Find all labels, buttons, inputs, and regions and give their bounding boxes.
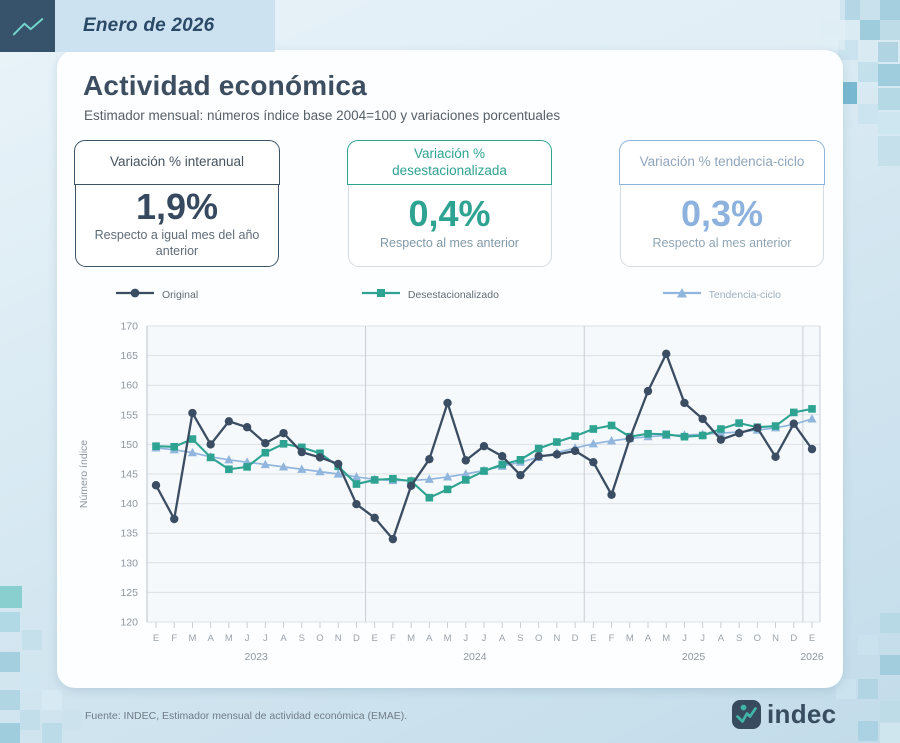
svg-text:A: A [426, 633, 433, 644]
svg-text:D: D [790, 633, 797, 644]
svg-text:J: J [700, 633, 705, 644]
stat-card-header: Variación % desestacionalizada [346, 140, 553, 186]
square-marker-icon [361, 286, 401, 304]
stat-card-desestacionalizada: Variación % desestacionalizada 0,4% Resp… [346, 140, 553, 267]
svg-text:140: 140 [120, 498, 138, 510]
indec-logo-text: indec [767, 699, 837, 729]
stat-value: 0,3% [680, 193, 764, 235]
stat-card-body: 0,3% Respecto al mes anterior [621, 185, 823, 266]
period-banner: Enero de 2026 [55, 0, 275, 52]
stat-card-header: Variación % tendencia-ciclo [619, 140, 825, 186]
svg-text:J: J [245, 633, 250, 644]
svg-text:S: S [517, 633, 523, 644]
svg-text:A: A [645, 633, 652, 644]
stat-caption: Respecto al mes anterior [380, 236, 519, 251]
svg-text:O: O [754, 633, 761, 644]
svg-text:M: M [444, 633, 452, 644]
svg-text:2024: 2024 [463, 651, 487, 663]
svg-text:A: A [207, 633, 214, 644]
svg-text:2023: 2023 [245, 651, 269, 663]
report-card: Actividad económica Estimador mensual: n… [57, 50, 843, 688]
svg-text:125: 125 [120, 587, 138, 599]
legend-item-original: Original [115, 286, 198, 304]
stat-value: 0,4% [408, 193, 491, 235]
svg-text:S: S [299, 633, 305, 644]
svg-text:F: F [609, 633, 615, 644]
svg-text:120: 120 [120, 617, 138, 629]
svg-text:2026: 2026 [800, 651, 824, 663]
svg-text:O: O [535, 633, 542, 644]
svg-text:J: J [463, 633, 468, 644]
svg-text:J: J [682, 633, 687, 644]
stat-card-body: 0,4% Respecto al mes anterior [349, 185, 551, 266]
svg-text:E: E [153, 633, 159, 644]
indec-logo-icon [732, 700, 761, 729]
svg-text:155: 155 [120, 409, 138, 421]
brand-corner-tile [0, 0, 55, 52]
stat-cards-row: Variación % interanual 1,9% Respecto a i… [74, 140, 825, 268]
svg-text:A: A [718, 633, 725, 644]
svg-text:E: E [809, 633, 815, 644]
legend-label: Original [162, 289, 199, 301]
svg-text:M: M [188, 633, 196, 644]
svg-text:M: M [662, 633, 670, 644]
svg-text:S: S [736, 633, 742, 644]
svg-text:F: F [171, 633, 177, 644]
indec-logo: indec [731, 699, 836, 730]
svg-text:F: F [390, 633, 396, 644]
svg-text:N: N [553, 633, 560, 644]
svg-text:N: N [772, 633, 779, 644]
svg-text:J: J [263, 633, 268, 644]
svg-text:D: D [572, 633, 579, 644]
svg-text:N: N [335, 633, 342, 644]
svg-text:D: D [353, 633, 360, 644]
svg-text:160: 160 [120, 380, 138, 392]
top-background-strip [275, 0, 845, 50]
legend-label: Desestacionalizado [407, 289, 499, 301]
circle-marker-icon [115, 286, 155, 304]
svg-text:130: 130 [120, 557, 138, 569]
stat-card-tendencia-ciclo: Variación % tendencia-ciclo 0,3% Respect… [619, 140, 825, 267]
svg-text:135: 135 [120, 528, 138, 540]
svg-text:A: A [499, 633, 506, 644]
zigzag-line-icon [12, 18, 43, 36]
svg-text:M: M [407, 633, 415, 644]
svg-text:E: E [590, 633, 596, 644]
legend-item-desestacionalizado: Desestacionalizado [361, 286, 499, 304]
legend-item-tendencia-ciclo: Tendencia-ciclo [662, 286, 781, 304]
triangle-marker-icon [662, 286, 702, 304]
stat-caption: Respecto a igual mes del año anterior [94, 228, 260, 259]
chart-legend: Original Desestacionalizado Tendencia-ci… [57, 287, 843, 303]
svg-text:2025: 2025 [682, 651, 706, 663]
svg-text:Número índice: Número índice [78, 440, 90, 508]
svg-text:M: M [626, 633, 634, 644]
stat-card-body: 1,9% Respecto a igual mes del año anteri… [76, 185, 278, 266]
period-label: Enero de 2026 [83, 15, 215, 36]
svg-text:O: O [316, 633, 323, 644]
stat-card-header: Variación % interanual [74, 140, 280, 186]
svg-text:165: 165 [120, 350, 138, 362]
stat-card-interanual: Variación % interanual 1,9% Respecto a i… [74, 140, 280, 267]
source-note: Fuente: INDEC, Estimador mensual de acti… [85, 710, 408, 722]
svg-text:M: M [225, 633, 233, 644]
stat-value: 1,9% [135, 185, 219, 227]
page-title: Actividad económica [83, 70, 367, 101]
svg-text:E: E [371, 633, 377, 644]
stat-caption: Respecto al mes anterior [652, 236, 792, 251]
page-subtitle: Estimador mensual: números índice base 2… [84, 108, 561, 123]
svg-text:170: 170 [120, 321, 138, 333]
legend-label: Tendencia-ciclo [708, 289, 781, 301]
svg-text:A: A [280, 633, 287, 644]
svg-text:J: J [482, 633, 487, 644]
svg-text:145: 145 [120, 469, 138, 481]
svg-text:150: 150 [120, 439, 138, 451]
